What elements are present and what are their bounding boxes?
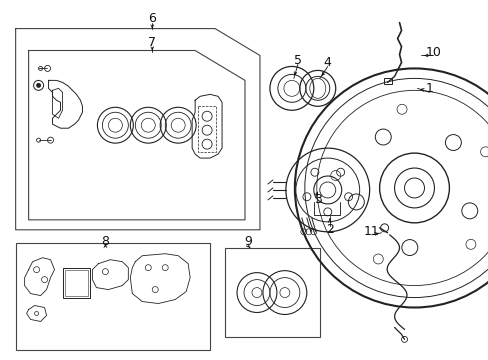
Bar	[383, 78, 391, 84]
Bar	[62, 268, 90, 298]
Bar	[16, 243, 210, 350]
Text: 8: 8	[101, 235, 109, 248]
Text: 4: 4	[323, 56, 331, 69]
Text: 10: 10	[425, 46, 441, 59]
Circle shape	[37, 84, 41, 87]
Text: 1: 1	[425, 82, 432, 95]
Text: 7: 7	[148, 36, 156, 49]
Bar	[64, 270, 88, 296]
Text: 11: 11	[363, 225, 379, 238]
Text: 9: 9	[244, 235, 251, 248]
Text: 5: 5	[293, 54, 301, 67]
Text: 2: 2	[325, 223, 333, 236]
Bar	[224, 248, 319, 337]
Text: 3: 3	[313, 193, 321, 206]
Text: 6: 6	[148, 12, 156, 25]
